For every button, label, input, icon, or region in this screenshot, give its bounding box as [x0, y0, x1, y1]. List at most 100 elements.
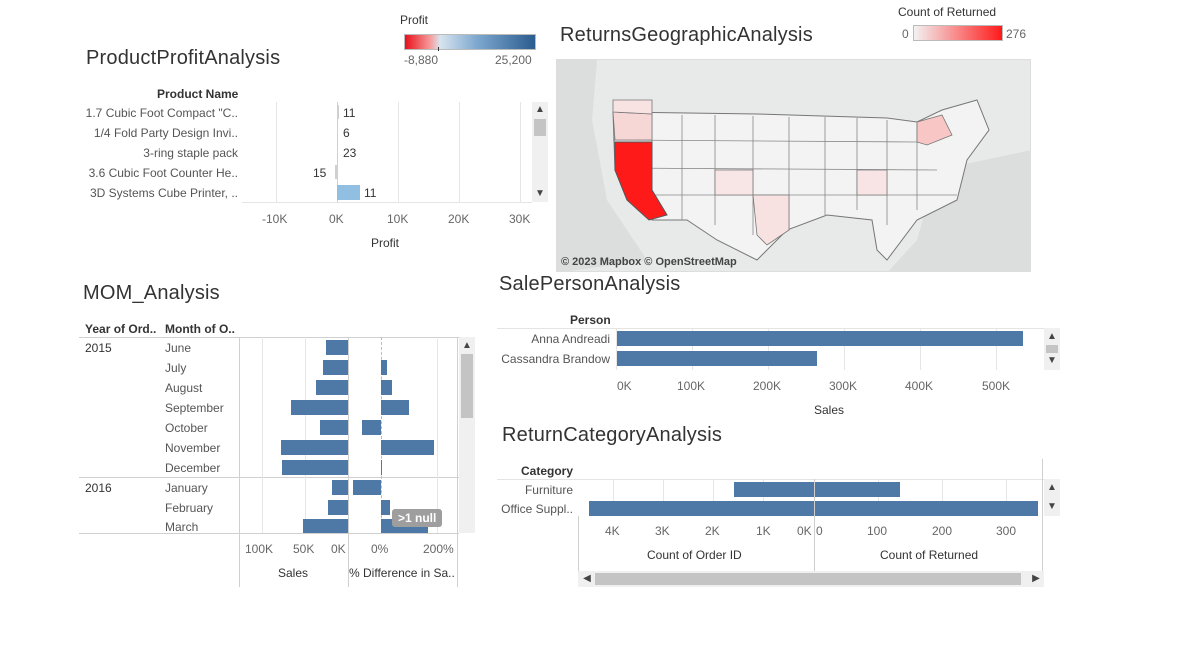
salesperson-tick: 200K: [753, 379, 782, 393]
profit-color-scale: [404, 34, 536, 50]
product-row-label[interactable]: 3D Systems Cube Printer, ..: [89, 186, 238, 200]
product-profit-bar[interactable]: [335, 165, 337, 179]
category-returned-bar[interactable]: [815, 501, 1038, 516]
california-region: [614, 141, 668, 221]
scroll-up-icon[interactable]: ▲: [462, 340, 472, 351]
category-returned-bar[interactable]: [815, 482, 900, 497]
product-profit-bar[interactable]: [337, 105, 339, 119]
category-pane-divider: [578, 516, 579, 571]
profit-legend-title: Profit: [400, 13, 429, 27]
product-profit-scroll-thumb[interactable]: [534, 119, 546, 136]
product-profit-bar[interactable]: [337, 145, 338, 159]
mom-scroll-thumb[interactable]: [461, 354, 473, 418]
category-order-bar[interactable]: [734, 482, 814, 497]
mom-sales-bar[interactable]: [281, 440, 348, 455]
category-left-axis-title: Count of Order ID: [647, 548, 742, 562]
mom-sales-bar[interactable]: [316, 380, 348, 395]
category-gridline: [663, 479, 664, 516]
salesperson-scroll-thumb[interactable]: [1046, 345, 1058, 353]
product-profit-title: ProductProfitAnalysis: [86, 47, 281, 69]
mom-gridline: [262, 337, 263, 533]
map-attribution[interactable]: © 2023 Mapbox © OpenStreetMap: [561, 256, 737, 268]
mom-sales-bar[interactable]: [303, 519, 348, 533]
salesperson-tick: 0K: [617, 379, 632, 393]
scroll-up-icon[interactable]: ▲: [1047, 482, 1057, 493]
category-scrollbar[interactable]: [1044, 479, 1060, 516]
mom-year-label[interactable]: 2016: [85, 481, 112, 495]
mom-month-label[interactable]: August: [165, 381, 203, 395]
product-profit-value: 6: [343, 126, 350, 140]
mom-sales-bar[interactable]: [320, 420, 348, 435]
mom-sales-bar[interactable]: [323, 360, 348, 375]
profit-legend-max: 25,200: [495, 53, 532, 67]
mom-sales-bar[interactable]: [332, 480, 348, 495]
product-row-label[interactable]: 3.6 Cubic Foot Counter He..: [88, 166, 238, 180]
product-profit-scrollbar[interactable]: [532, 102, 548, 202]
person-label[interactable]: Cassandra Brandow: [501, 352, 610, 366]
mom-month-label[interactable]: March: [165, 520, 199, 534]
scroll-up-icon[interactable]: ▲: [1047, 331, 1057, 342]
product-profit-tick: -10K: [262, 212, 288, 226]
person-label[interactable]: Anna Andreadi: [531, 332, 610, 346]
mom-month-label[interactable]: October: [165, 421, 208, 435]
mom-sales-bar[interactable]: [291, 400, 348, 415]
mom-month-header: Month of O..: [165, 322, 235, 336]
mom-year-header: Year of Ord..: [85, 322, 157, 336]
mom-pct-bar[interactable]: [353, 480, 381, 495]
mom-year-label[interactable]: 2015: [85, 341, 112, 355]
mom-pct-bar[interactable]: [381, 500, 390, 515]
scroll-up-icon[interactable]: ▲: [535, 104, 545, 115]
mom-month-label[interactable]: January: [165, 481, 208, 495]
salesperson-header-rule: [497, 328, 1045, 329]
salesperson-tick: 300K: [829, 379, 858, 393]
category-order-bar[interactable]: [589, 501, 814, 516]
mom-sales-bar[interactable]: [326, 340, 348, 355]
product-profit-tick: 20K: [448, 212, 470, 226]
scroll-left-icon[interactable]: ◀: [583, 573, 591, 584]
mom-sales-bar[interactable]: [282, 460, 348, 475]
salesperson-bar[interactable]: [617, 351, 817, 366]
product-profit-axis-title: Profit: [371, 236, 400, 250]
scroll-down-icon[interactable]: ▼: [535, 188, 545, 199]
mom-sales-axis-title: Sales: [278, 566, 309, 580]
mom-pct-bar[interactable]: [381, 440, 434, 455]
mom-pct-bar[interactable]: [381, 400, 409, 415]
product-profit-tick: 0K: [329, 212, 344, 226]
category-label[interactable]: Office Suppl..: [501, 502, 573, 516]
returns-map[interactable]: © 2023 Mapbox © OpenStreetMap: [556, 59, 1031, 272]
product-row-label[interactable]: 1.7 Cubic Foot Compact "C..: [85, 106, 238, 120]
mom-month-label[interactable]: September: [165, 401, 224, 415]
product-profit-bar[interactable]: [337, 125, 338, 139]
scroll-down-icon[interactable]: ▼: [1047, 501, 1057, 512]
mom-month-label[interactable]: February: [165, 501, 214, 515]
mom-pct-bar[interactable]: [381, 360, 387, 375]
mom-pct-bar[interactable]: [381, 380, 392, 395]
category-hscroll-thumb[interactable]: [595, 573, 1021, 585]
category-right-tick: 100: [867, 524, 888, 538]
mom-pane-divider: [348, 337, 349, 587]
category-gridline: [713, 479, 714, 516]
null-indicator-badge[interactable]: >1 null: [392, 509, 443, 527]
mom-pct-bar[interactable]: [381, 460, 382, 475]
product-row-label[interactable]: 3-ring staple pack: [143, 146, 238, 160]
mom-month-label[interactable]: July: [165, 361, 187, 375]
salesperson-axis-title: Sales: [814, 403, 845, 417]
scroll-down-icon[interactable]: ▼: [1047, 355, 1057, 366]
salesperson-gridline: [920, 328, 921, 370]
mom-sales-tick: 100K: [245, 542, 274, 556]
us-map-svg: [557, 60, 1030, 271]
product-row-label[interactable]: 1/4 Fold Party Design Invi..: [93, 126, 238, 140]
salesperson-bar[interactable]: [617, 331, 1023, 346]
scroll-right-icon[interactable]: ▶: [1032, 573, 1040, 584]
mom-pct-bar[interactable]: [362, 420, 381, 435]
mom-month-label[interactable]: November: [165, 441, 221, 455]
product-profit-bar[interactable]: [337, 185, 360, 200]
category-label[interactable]: Furniture: [524, 483, 573, 497]
mom-month-label[interactable]: June: [165, 341, 192, 355]
salesperson-title: SalePersonAnalysis: [499, 273, 681, 295]
returned-legend-min: 0: [902, 27, 909, 41]
salesperson-gridline: [616, 328, 617, 370]
category-left-tick: 2K: [705, 524, 720, 538]
mom-month-label[interactable]: December: [165, 461, 221, 475]
mom-sales-bar[interactable]: [328, 500, 348, 515]
